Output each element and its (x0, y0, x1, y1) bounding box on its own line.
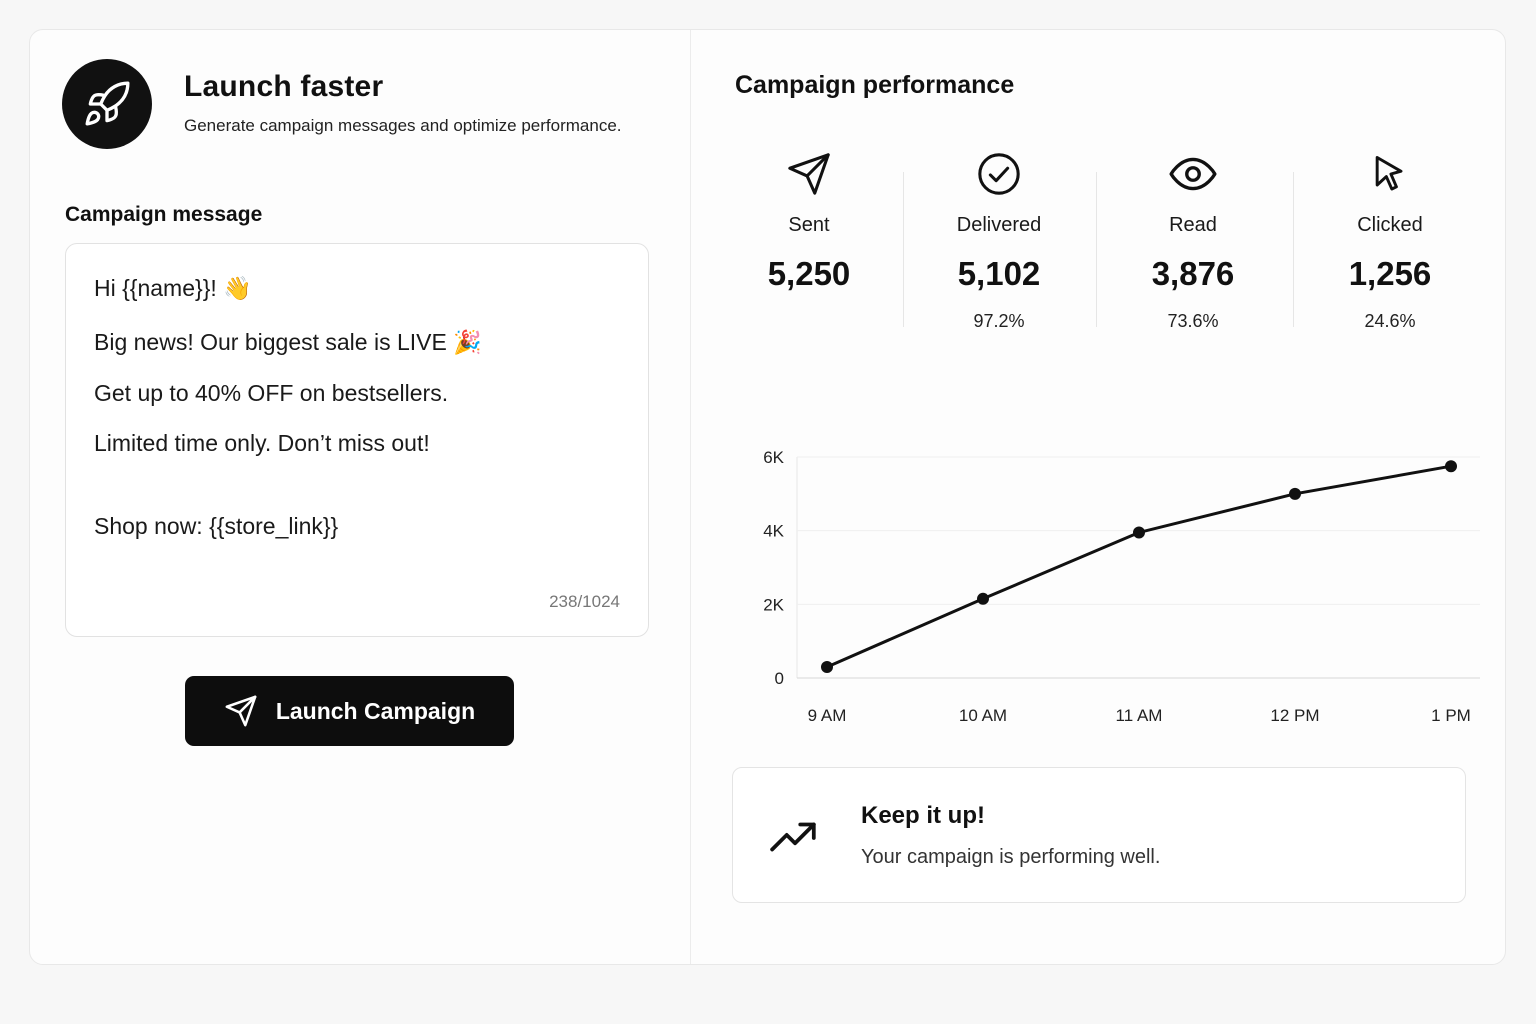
tip-text: Your campaign is performing well. (861, 846, 1161, 868)
paper-plane-icon (788, 153, 830, 195)
y-tick-label: 0 (775, 669, 784, 688)
stat-percentage: 24.6% (1364, 311, 1416, 331)
stat-label: Sent (788, 214, 830, 236)
character-count: 238/1024 (549, 592, 620, 611)
stat-delivered: Delivered 5,102 97.2% (909, 150, 1089, 332)
message-line: Hi {{name}}! 👋 (94, 275, 252, 301)
stat-value: 1,256 (1348, 255, 1432, 292)
y-tick-label: 2K (763, 595, 784, 614)
paper-plane-icon (225, 695, 257, 727)
campaign-card: Launch faster Generate campaign messages… (29, 29, 1506, 965)
stat-label: Delivered (956, 214, 1042, 236)
x-tick-label: 12 PM (1270, 706, 1319, 725)
sent-over-time-chart: 0 2K 4K 6K 9 AM 10 AM 11 AM 12 PM 1 PM (720, 410, 1495, 730)
message-line: Shop now: {{store_link}} (94, 513, 339, 539)
stat-value: 3,876 (1151, 255, 1235, 292)
message-line: Limited time only. Don’t miss out! (94, 430, 430, 456)
x-tick-label: 1 PM (1431, 706, 1471, 725)
series-line (825, 464, 1453, 669)
rocket-icon (85, 81, 130, 126)
stat-divider (1096, 172, 1097, 327)
stat-value: 5,102 (957, 255, 1041, 292)
stat-clicked: Clicked 1,256 24.6% (1300, 150, 1480, 332)
data-point (1133, 526, 1145, 539)
cursor-icon (1375, 156, 1403, 191)
performance-tip-card: Keep it up! Your campaign is performing … (732, 767, 1466, 903)
stat-value: 5,250 (767, 255, 851, 292)
check-circle-icon (978, 153, 1020, 195)
launch-button-label: Launch Campaign (275, 697, 476, 724)
data-point (821, 660, 833, 673)
line-chart: 0 2K 4K 6K 9 AM 10 AM 11 AM 12 PM 1 PM (763, 448, 1495, 725)
message-line: Big news! Our biggest sale is LIVE 🎉 (94, 329, 482, 355)
message-label: Campaign message (65, 203, 263, 226)
campaign-message-textarea[interactable]: Hi {{name}}! 👋 Big news! Our biggest sal… (65, 243, 649, 637)
stat-divider (903, 172, 904, 327)
trending-up-icon (770, 822, 816, 852)
rocket-logo (62, 59, 152, 149)
x-tick-label: 11 AM (1116, 706, 1163, 725)
stat-read: Read 3,876 73.6% (1103, 150, 1283, 332)
tip-title: Keep it up! (861, 802, 985, 829)
data-point (1445, 460, 1457, 473)
stat-label: Clicked (1357, 214, 1423, 236)
stat-label: Read (1169, 214, 1217, 236)
stat-percentage: 97.2% (973, 311, 1025, 331)
performance-title: Campaign performance (735, 71, 1015, 99)
y-tick-label: 4K (763, 522, 784, 541)
stat-sent: Sent 5,250 (719, 150, 899, 293)
message-line: Get up to 40% OFF on bestsellers. (94, 380, 449, 406)
x-tick-label: 9 AM (808, 706, 847, 725)
data-point (1289, 487, 1301, 500)
data-point (977, 592, 989, 605)
panel-divider (690, 30, 691, 964)
page-subtitle: Generate campaign messages and optimize … (184, 116, 622, 135)
x-tick-label: 10 AM (959, 706, 1007, 725)
launch-campaign-button[interactable]: Launch Campaign (185, 676, 514, 746)
eye-icon (1169, 157, 1217, 191)
stat-percentage: 73.6% (1167, 311, 1219, 331)
y-tick-label: 6K (763, 448, 784, 467)
page-title: Launch faster (184, 70, 384, 103)
stat-divider (1293, 172, 1294, 327)
